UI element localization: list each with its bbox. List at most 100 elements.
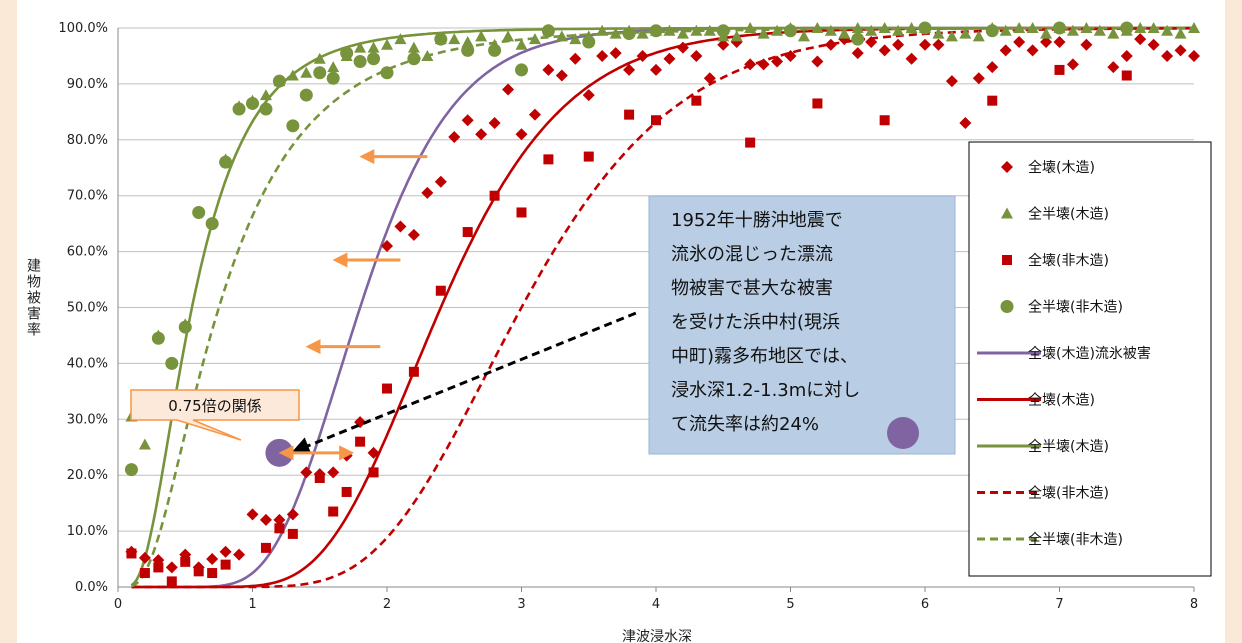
y-tick-label: 100.0% xyxy=(58,21,108,36)
point-全半壊(非木造) xyxy=(434,32,448,46)
annotation-box: 1952年十勝沖地震で 流氷の混じった漂流 物被害で甚大な被害 を受けた浜中村(… xyxy=(648,195,956,455)
point-全壊(非木造) xyxy=(180,556,191,567)
ratio-callout: 0.75倍の関係 xyxy=(130,389,300,441)
point-全半壊(非木造) xyxy=(299,88,313,102)
point-全半壊(非木造) xyxy=(784,24,797,38)
point-全半壊(木造) xyxy=(797,30,810,42)
point-全壊(木造) xyxy=(542,63,555,76)
point-全壊(非木造) xyxy=(879,115,890,126)
point-全壊(非木造) xyxy=(314,472,325,483)
x-tick-label: 3 xyxy=(517,597,525,612)
point-全半壊(非木造) xyxy=(367,52,381,66)
annotation-line-4: を受けた浜中村(現浜 xyxy=(671,312,840,333)
point-全壊(木造) xyxy=(1161,49,1174,62)
point-全壊(非木造) xyxy=(516,207,527,218)
point-全壊(木造) xyxy=(219,545,232,558)
point-全壊(木造) xyxy=(892,38,905,51)
point-全壊(木造) xyxy=(206,553,219,566)
point-全半壊(木造) xyxy=(959,27,972,39)
point-全半壊(木造) xyxy=(609,27,622,39)
point-全壊(木造) xyxy=(623,63,636,76)
chart-frame: 0.0% 10.0% 20.0% 30.0% 40.0% 50.0% 60.0% 70.0% 8… xyxy=(17,0,1225,643)
point-全壊(木造) xyxy=(609,47,622,60)
point-全半壊(木造) xyxy=(811,22,824,33)
legend-label: 全半壊(木造) xyxy=(1028,206,1109,223)
x-axis-label: 津波浸水深 xyxy=(622,629,692,643)
point-全壊(木造) xyxy=(676,41,689,54)
annotation-line-2: 流氷の混じった漂流 xyxy=(671,244,833,265)
legend-marker-全半壊(木造) xyxy=(1001,207,1013,219)
point-全壊(木造) xyxy=(259,513,272,526)
point-全半壊(非木造) xyxy=(178,320,192,334)
point-全半壊(木造) xyxy=(1147,22,1160,33)
point-全壊(非木造) xyxy=(1121,70,1132,81)
point-全半壊(非木造) xyxy=(515,63,528,77)
point-全半壊(非木造) xyxy=(246,96,259,110)
point-全半壊(木造) xyxy=(636,27,649,39)
legend-label: 全半壊(非木造) xyxy=(1028,299,1123,316)
point-全壊(木造) xyxy=(1147,38,1160,51)
point-全半壊(木造) xyxy=(421,49,434,61)
point-全壊(非木造) xyxy=(624,109,635,120)
point-全半壊(非木造) xyxy=(340,46,354,60)
point-全壊(木造) xyxy=(1174,44,1187,57)
point-全壊(非木造) xyxy=(1054,64,1065,75)
point-全壊(木造) xyxy=(1107,61,1120,74)
point-全半壊(木造) xyxy=(528,33,541,45)
point-全壊(木造) xyxy=(1013,35,1026,48)
point-全半壊(木造) xyxy=(972,30,985,42)
point-全壊(木造) xyxy=(515,128,528,141)
y-tick-label: 80.0% xyxy=(67,133,108,148)
point-全壊(非木造) xyxy=(543,154,554,165)
point-全壊(木造) xyxy=(703,72,716,85)
legend-label: 全壊(木造) xyxy=(1028,392,1095,409)
point-全半壊(木造) xyxy=(381,38,393,50)
point-全半壊(非木造) xyxy=(851,32,865,46)
point-全壊(木造) xyxy=(1053,35,1066,48)
legend-marker-全壊(非木造) xyxy=(1002,255,1012,265)
point-全壊(非木造) xyxy=(691,95,702,106)
point-全半壊(木造) xyxy=(313,52,326,64)
point-全壊(非木造) xyxy=(355,436,366,447)
point-全壊(木造) xyxy=(367,446,380,459)
point-全壊(非木造) xyxy=(368,467,379,478)
legend-label: 全壊(木造) xyxy=(1028,159,1095,176)
point-全半壊(木造) xyxy=(1174,27,1187,39)
point-全壊(非木造) xyxy=(745,137,756,148)
point-全半壊(木造) xyxy=(367,41,380,53)
point-全半壊(木造) xyxy=(945,30,958,42)
point-全半壊(木造) xyxy=(905,22,918,33)
point-全壊(非木造) xyxy=(435,285,446,296)
point-全壊(非木造) xyxy=(408,366,419,377)
point-全半壊(木造) xyxy=(690,24,703,36)
point-全壊(木造) xyxy=(407,228,420,241)
x-tick-label: 6 xyxy=(921,597,929,612)
y-tick-label: 30.0% xyxy=(67,412,108,427)
point-全壊(木造) xyxy=(811,55,824,68)
note-pointer-arrow xyxy=(291,311,637,455)
point-全半壊(非木造) xyxy=(151,331,165,345)
point-全壊(非木造) xyxy=(489,190,500,201)
point-全半壊(木造) xyxy=(999,24,1012,36)
point-全壊(木造) xyxy=(959,117,972,130)
y-tick-label: 50.0% xyxy=(67,301,108,316)
point-全壊(木造) xyxy=(273,513,286,526)
point-全壊(非木造) xyxy=(126,548,137,559)
x-tick-label: 1 xyxy=(248,597,256,612)
x-tick-label: 4 xyxy=(652,597,660,612)
point-全壊(木造) xyxy=(488,117,501,130)
point-全壊(非木造) xyxy=(987,95,998,106)
point-全壊(非木造) xyxy=(287,528,298,539)
point-全半壊(木造) xyxy=(1161,24,1174,36)
point-全半壊(木造) xyxy=(744,22,757,33)
point-全半壊(木造) xyxy=(757,27,770,39)
point-全壊(木造) xyxy=(663,52,676,65)
point-全半壊(木造) xyxy=(865,24,878,36)
point-全壊(木造) xyxy=(905,52,918,65)
ratio-callout-text: 0.75倍の関係 xyxy=(168,397,261,415)
point-全壊(非木造) xyxy=(341,486,352,497)
data-points xyxy=(124,21,1200,587)
point-全半壊(木造) xyxy=(1026,22,1039,33)
point-全壊(非木造) xyxy=(274,523,285,534)
x-tick-label: 5 xyxy=(786,597,794,612)
